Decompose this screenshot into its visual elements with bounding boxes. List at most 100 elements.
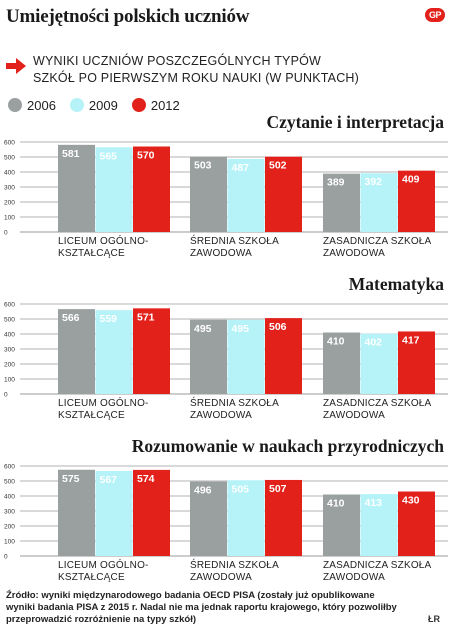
category-label-line: ZAWODOWA	[190, 410, 252, 421]
category-label: LICEUM OGÓLNO- KSZTAŁCĄCE	[58, 398, 188, 422]
y-tick-label: 400	[4, 332, 15, 339]
category-label-line: ŚREDNIA SZKOŁA	[190, 560, 279, 571]
bar-2012	[133, 469, 170, 556]
category-label: ZASADNICZA SZKOŁA ZAWODOWA	[323, 398, 450, 422]
y-tick-label: 500	[4, 317, 15, 324]
legend-swatch-2009	[69, 98, 84, 112]
bar-2012	[133, 308, 170, 394]
bar-value-label: 413	[365, 497, 383, 509]
bar-2012	[133, 146, 170, 232]
legend-item-2009: 2009	[69, 97, 118, 113]
y-tick-label: 100	[4, 215, 15, 222]
category-label-line: ŚREDNIA SZKOŁA	[190, 236, 279, 247]
subtitle-line-2: SZKÓŁ PO PIERWSZYM ROKU NAUKI (W PUNKTAC…	[33, 71, 360, 85]
y-tick-label: 400	[4, 170, 15, 177]
bar-value-label: 570	[137, 150, 155, 162]
bar-2009	[360, 333, 398, 394]
category-label: ZASADNICZA SZKOŁA ZAWODOWA	[323, 236, 450, 260]
bar-2009	[360, 173, 398, 232]
y-tick-label: 600	[4, 302, 15, 309]
category-label-line: ZAWODOWA	[190, 572, 252, 583]
bar-chart-czytanie: 0 100 200 300 400 500 600 581 565 570 503 487 502 389…	[4, 140, 448, 237]
bar-value-label: 505	[232, 483, 250, 495]
category-label-line: ZAWODOWA	[190, 248, 252, 259]
bar-2006	[190, 481, 227, 556]
bar-2012	[398, 491, 435, 556]
y-tick-label: 0	[4, 554, 8, 561]
bar-value-label: 402	[365, 337, 383, 349]
bar-2012	[398, 331, 435, 394]
bar-2006	[58, 469, 95, 556]
bar-value-label: 392	[365, 176, 383, 188]
bar-2009	[95, 470, 133, 556]
bar-chart-matematyka: 0 100 200 300 400 500 600 566 559 571 495 495 506 410…	[4, 302, 448, 399]
bar-2012	[265, 156, 302, 232]
bar-value-label: 417	[402, 334, 420, 346]
chart-subtitle: WYNIKI UCZNIÓW POSZCZEGÓLNYCH TYPÓW SZKÓ…	[33, 53, 443, 87]
source-note: Źródło: wyniki międzynarodowego badania …	[6, 590, 397, 625]
bar-value-label: 506	[269, 321, 287, 333]
y-tick-label: 200	[4, 524, 15, 531]
panel-title: Matematyka	[348, 274, 444, 294]
category-label-line: ZASADNICZA SZKOŁA	[323, 236, 432, 247]
y-tick-label: 300	[4, 185, 15, 192]
category-label-line: ZAWODOWA	[323, 572, 385, 583]
bar-value-label: 503	[194, 160, 212, 172]
arrow-right-icon	[6, 58, 26, 74]
category-label-line: ZASADNICZA SZKOŁA	[323, 398, 432, 409]
bar-2009	[95, 147, 133, 232]
bar-2012	[265, 318, 302, 394]
legend-item-2012: 2012	[131, 97, 180, 113]
bar-2012	[398, 170, 435, 232]
publisher-logo: GP	[425, 8, 445, 22]
legend-swatch-2012	[131, 98, 146, 112]
infographic-title: Umiejętności polskich uczniów	[6, 6, 250, 27]
bar-chart-rozumowanie: 0 100 200 300 400 500 600 575 567 574 496 505 507 410…	[4, 464, 448, 561]
bar-2009	[360, 494, 398, 556]
author-initials: ŁR	[428, 614, 440, 624]
y-tick-label: 200	[4, 200, 15, 207]
legend-label-2012: 2012	[150, 97, 180, 113]
bar-value-label: 410	[327, 498, 345, 510]
bar-value-label: 567	[100, 474, 118, 486]
category-label-line: KSZTAŁCĄCE	[58, 410, 125, 421]
category-label-line: LICEUM OGÓLNO-	[58, 560, 149, 571]
category-label-line: ZAWODOWA	[323, 410, 385, 421]
y-tick-label: 500	[4, 155, 15, 162]
category-label: ŚREDNIA SZKOŁA ZAWODOWA	[190, 236, 320, 260]
bar-2006	[190, 319, 227, 394]
bar-value-label: 565	[100, 150, 118, 162]
bar-value-label: 559	[100, 313, 118, 325]
bar-value-label: 502	[269, 160, 287, 172]
bar-2009	[227, 158, 265, 232]
bar-value-label: 566	[62, 312, 80, 324]
bar-value-label: 410	[327, 336, 345, 348]
bar-2006	[323, 173, 360, 232]
legend-label-2009: 2009	[88, 97, 118, 113]
legend-swatch-2006	[8, 98, 22, 112]
y-tick-label: 0	[4, 392, 8, 399]
bar-2006	[58, 144, 95, 232]
bar-value-label: 409	[402, 174, 420, 186]
category-label: ZASADNICZA SZKOŁA ZAWODOWA	[323, 560, 450, 584]
bar-value-label: 495	[232, 323, 250, 335]
panel-title: Rozumowanie w naukach przyrodniczych	[131, 436, 444, 456]
bar-2006	[190, 156, 227, 232]
bar-value-label: 574	[137, 473, 155, 485]
bar-value-label: 430	[402, 495, 420, 507]
bar-value-label: 575	[62, 473, 80, 485]
category-labels: LICEUM OGÓLNO- KSZTAŁCĄCE ŚREDNIA SZKOŁA ZA…	[0, 236, 450, 270]
legend-item-2006: 2006	[8, 98, 56, 113]
category-label-line: ZASADNICZA SZKOŁA	[323, 560, 432, 571]
bar-value-label: 495	[194, 323, 212, 335]
y-tick-label: 500	[4, 479, 15, 486]
bar-value-label: 496	[194, 485, 212, 497]
category-label-line: KSZTAŁCĄCE	[58, 248, 125, 259]
y-tick-label: 100	[4, 539, 15, 546]
bar-2009	[95, 310, 133, 394]
bar-value-label: 389	[327, 177, 345, 189]
subtitle-line-1: WYNIKI UCZNIÓW POSZCZEGÓLNYCH TYPÓW	[33, 54, 322, 68]
y-tick-label: 200	[4, 362, 15, 369]
y-tick-label: 300	[4, 509, 15, 516]
legend-label-2006: 2006	[27, 97, 56, 113]
